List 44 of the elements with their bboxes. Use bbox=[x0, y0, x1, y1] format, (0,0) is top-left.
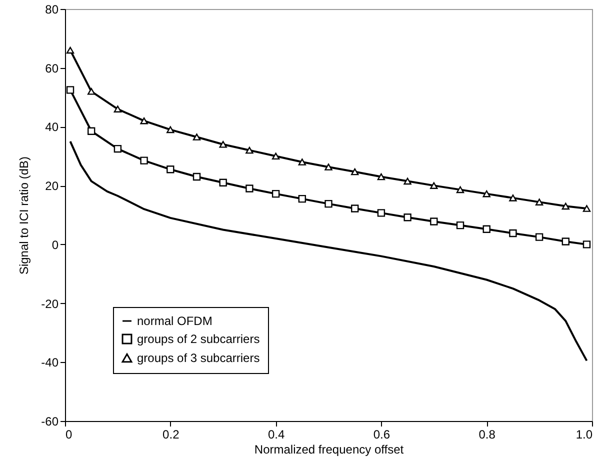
point bbox=[66, 86, 74, 94]
y-tick-label: -20 bbox=[41, 296, 59, 311]
point bbox=[482, 225, 490, 233]
point bbox=[404, 178, 412, 185]
x-tick-label: 1.0 bbox=[576, 428, 593, 442]
point bbox=[246, 184, 254, 192]
x-tick-label: 0.2 bbox=[162, 428, 180, 442]
point bbox=[140, 156, 148, 164]
x-tick-label: 0.4 bbox=[268, 428, 285, 442]
x-tick-label: 0.8 bbox=[478, 428, 496, 442]
x-tick-label: 0 bbox=[66, 428, 72, 442]
x-axis-title: Normalized frequency offset bbox=[254, 442, 404, 456]
point bbox=[192, 172, 201, 181]
point bbox=[219, 178, 227, 186]
point bbox=[430, 218, 438, 226]
point bbox=[88, 127, 96, 135]
point bbox=[509, 229, 517, 238]
y-tick-label: -60 bbox=[41, 414, 59, 428]
legend-label: groups of 2 subcarriers bbox=[137, 332, 260, 346]
point bbox=[298, 194, 306, 203]
point bbox=[272, 190, 280, 198]
legend-label: groups of 3 subcarriers bbox=[137, 351, 260, 365]
point bbox=[166, 166, 174, 174]
y-tick-label: 80 bbox=[45, 2, 59, 16]
point bbox=[166, 126, 174, 134]
y-tick-label: 0 bbox=[52, 238, 59, 252]
point bbox=[562, 238, 570, 246]
point bbox=[582, 240, 591, 248]
legend-label: normal OFDM bbox=[137, 314, 212, 328]
point bbox=[456, 221, 464, 230]
point bbox=[404, 214, 412, 222]
point bbox=[562, 202, 570, 210]
y-tick-label: 60 bbox=[45, 61, 59, 76]
point bbox=[324, 200, 332, 208]
point bbox=[535, 233, 544, 241]
point bbox=[377, 209, 386, 217]
point bbox=[456, 186, 464, 194]
x-tick-label: 0.6 bbox=[373, 428, 390, 442]
y-axis-title: Signal to ICI ratio (dB) bbox=[17, 156, 32, 275]
y-tick-label: 20 bbox=[45, 179, 59, 194]
y-tick-label: -40 bbox=[41, 356, 59, 370]
y-tick-label: 40 bbox=[45, 120, 59, 134]
point bbox=[351, 204, 359, 212]
point bbox=[114, 144, 122, 153]
